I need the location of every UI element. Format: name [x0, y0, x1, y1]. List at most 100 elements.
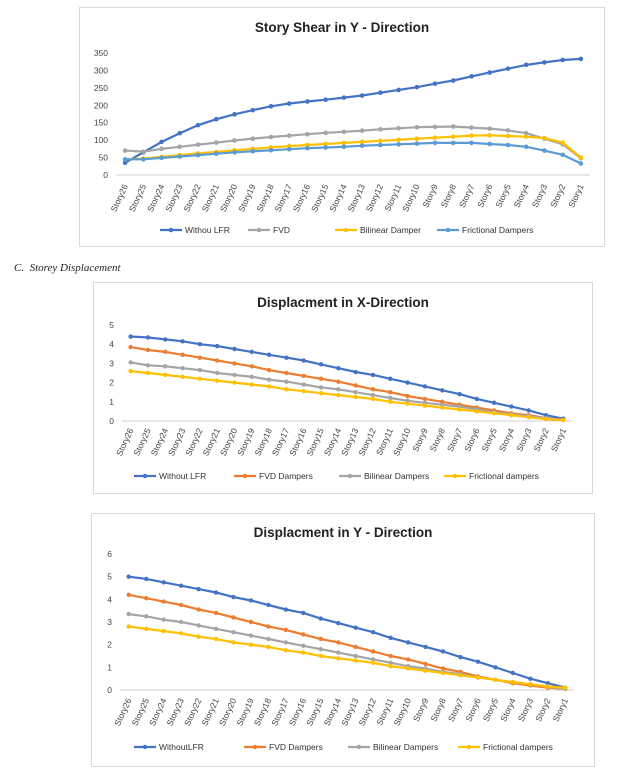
data-point [301, 389, 306, 394]
legend-marker [252, 744, 258, 750]
data-point [336, 656, 341, 661]
data-point [178, 619, 184, 625]
data-point [161, 599, 166, 604]
data-point [128, 368, 133, 374]
chart-displacement-y: Displacment in Y - Direction 0 1 2 3 4 5 6 Story… [91, 513, 595, 767]
data-point [422, 396, 428, 402]
data-point [213, 151, 219, 157]
data-point [526, 414, 531, 420]
data-point [301, 632, 306, 637]
data-point [528, 676, 533, 681]
data-point [163, 349, 168, 355]
data-point [318, 616, 324, 621]
data-point [197, 376, 203, 381]
data-point [378, 127, 383, 132]
x-tick-label: Story1 [566, 182, 586, 209]
data-point [266, 636, 271, 642]
data-point [178, 602, 184, 608]
data-point [505, 128, 511, 133]
data-point [493, 665, 498, 670]
data-point [284, 355, 289, 360]
data-point [305, 99, 310, 104]
data-point [301, 373, 306, 379]
data-point [232, 372, 237, 378]
data-point [301, 610, 306, 616]
data-point [180, 352, 185, 357]
data-point [197, 367, 203, 373]
data-point [143, 596, 149, 601]
y-tick-label: 100 [94, 135, 108, 145]
data-point [159, 155, 164, 161]
data-point [231, 594, 236, 600]
data-point [422, 403, 428, 408]
data-point [396, 87, 401, 93]
data-point [195, 122, 201, 128]
chart-displacement-x: Displacment in X-Direction 0 1 2 3 4 5 Story26 S… [93, 282, 593, 494]
y-tick-label: 3 [107, 617, 112, 627]
data-point [405, 401, 410, 406]
legend-marker [142, 473, 148, 479]
legend-marker [343, 227, 349, 233]
data-point [231, 630, 236, 635]
data-point [323, 141, 328, 147]
data-point [509, 404, 514, 409]
data-point [163, 372, 168, 378]
series-line [125, 125, 582, 160]
legend-label: Frictional dampers [469, 471, 539, 481]
chart-title: Displacment in Y - Direction [254, 525, 433, 540]
data-point [423, 661, 428, 667]
x-tick-label: Story2 [548, 182, 568, 209]
data-point [545, 681, 551, 686]
x-tick-label: Story1 [549, 426, 569, 453]
y-tick-label: 50 [99, 153, 109, 163]
data-point [388, 390, 393, 395]
data-point [318, 647, 324, 652]
legend-marker [466, 744, 472, 750]
data-point [248, 633, 254, 638]
data-point [159, 139, 164, 145]
data-point [213, 590, 219, 595]
data-point [336, 392, 341, 398]
data-point [341, 129, 347, 135]
data-point [178, 583, 184, 588]
data-point [370, 372, 376, 378]
data-point [458, 673, 463, 678]
data-point [450, 78, 456, 83]
data-point [178, 631, 184, 636]
data-point [214, 343, 220, 349]
data-point [249, 382, 255, 387]
data-point [213, 636, 219, 642]
data-point [422, 384, 428, 389]
data-point [487, 141, 493, 147]
data-point [491, 400, 497, 405]
data-point [378, 142, 383, 148]
data-point [250, 148, 256, 154]
legend-label: Bilinear Dampers [364, 471, 429, 481]
data-point [268, 147, 274, 153]
data-point [542, 148, 547, 153]
data-point [396, 137, 401, 143]
data-point [305, 145, 310, 151]
data-point [474, 409, 480, 414]
legend-marker [445, 227, 451, 233]
y-tick-label: 2 [109, 378, 114, 388]
data-point [161, 628, 166, 634]
data-point [232, 150, 237, 155]
data-point [523, 62, 529, 68]
x-tick-label: Story9 [420, 182, 440, 209]
data-point [323, 145, 328, 150]
series-line [128, 625, 566, 689]
data-point [560, 152, 565, 158]
legend-label: Without LFR [159, 471, 206, 481]
y-tick-label: 250 [94, 83, 108, 93]
data-point [388, 664, 393, 669]
data-point [341, 144, 347, 150]
data-point [563, 685, 568, 690]
data-point [141, 157, 146, 162]
data-point [450, 140, 456, 146]
data-point [432, 140, 438, 146]
data-point [491, 411, 497, 416]
y-tick-label: 1 [107, 662, 112, 672]
data-point [510, 679, 516, 685]
data-point [560, 140, 565, 145]
